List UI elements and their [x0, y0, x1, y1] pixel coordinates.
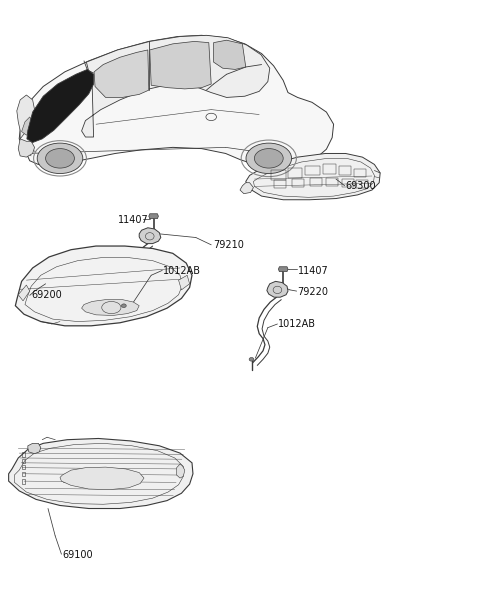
- Polygon shape: [15, 246, 192, 326]
- Polygon shape: [82, 300, 139, 315]
- Bar: [323, 164, 336, 174]
- Polygon shape: [267, 281, 288, 297]
- Bar: [22, 452, 25, 457]
- Ellipse shape: [46, 149, 74, 168]
- Text: 11407: 11407: [298, 266, 328, 276]
- Text: 69300: 69300: [346, 181, 376, 191]
- Text: 11407: 11407: [118, 216, 149, 225]
- Polygon shape: [278, 267, 288, 272]
- Text: 1012AB: 1012AB: [163, 266, 201, 276]
- Polygon shape: [9, 438, 193, 509]
- Polygon shape: [214, 40, 246, 69]
- Polygon shape: [82, 35, 270, 137]
- Bar: [22, 472, 25, 476]
- Polygon shape: [240, 183, 253, 194]
- Bar: [342, 179, 354, 187]
- Polygon shape: [19, 35, 334, 167]
- Bar: [22, 459, 25, 463]
- Ellipse shape: [37, 143, 83, 174]
- Bar: [292, 179, 304, 187]
- Polygon shape: [150, 41, 211, 89]
- Polygon shape: [27, 69, 94, 143]
- Text: 69100: 69100: [62, 551, 93, 560]
- Bar: [326, 178, 338, 186]
- Bar: [310, 178, 322, 186]
- Text: 69200: 69200: [31, 290, 62, 300]
- Polygon shape: [22, 117, 33, 135]
- Polygon shape: [246, 153, 380, 200]
- Bar: [274, 180, 286, 188]
- Polygon shape: [18, 139, 35, 157]
- Polygon shape: [18, 285, 30, 301]
- Bar: [271, 170, 286, 180]
- Polygon shape: [177, 464, 185, 478]
- Polygon shape: [149, 214, 158, 219]
- Polygon shape: [28, 443, 41, 454]
- Polygon shape: [139, 228, 161, 244]
- Polygon shape: [94, 50, 149, 97]
- Ellipse shape: [121, 304, 126, 308]
- Bar: [354, 169, 366, 177]
- Bar: [22, 479, 25, 484]
- Polygon shape: [60, 467, 144, 490]
- Ellipse shape: [246, 143, 292, 174]
- Bar: [339, 166, 351, 175]
- Text: 79220: 79220: [298, 287, 329, 297]
- Ellipse shape: [254, 149, 283, 168]
- Ellipse shape: [249, 357, 254, 361]
- Text: 1012AB: 1012AB: [278, 319, 316, 329]
- Polygon shape: [17, 95, 35, 139]
- Text: 79210: 79210: [214, 240, 244, 250]
- Bar: [356, 180, 368, 188]
- Polygon shape: [179, 275, 190, 290]
- Bar: [288, 168, 302, 178]
- Bar: [305, 166, 320, 175]
- Bar: [22, 465, 25, 469]
